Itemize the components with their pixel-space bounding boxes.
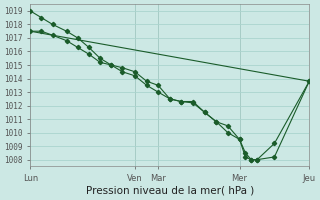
X-axis label: Pression niveau de la mer( hPa ): Pression niveau de la mer( hPa ): [86, 186, 254, 196]
